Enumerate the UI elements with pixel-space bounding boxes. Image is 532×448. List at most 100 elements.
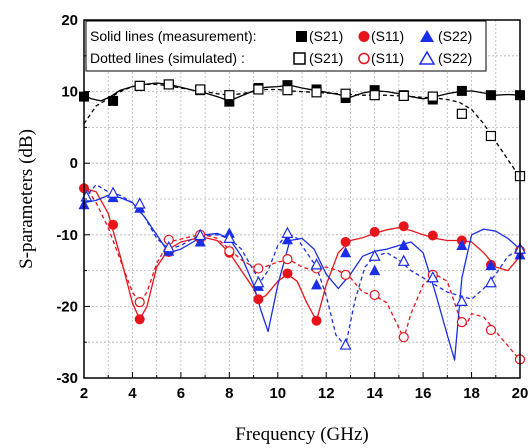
marker-s11_sim bbox=[340, 269, 351, 280]
marker-s21_sim bbox=[427, 91, 438, 102]
legend-s22-meas-label: (S22) bbox=[438, 28, 472, 44]
marker-s22_sim bbox=[223, 231, 236, 243]
y-tick-label: -20 bbox=[56, 298, 78, 315]
marker-s11_meas bbox=[369, 226, 380, 237]
legend: Solid lines (measurement): (S21) (S11) (… bbox=[85, 20, 487, 72]
marker-s22_sim bbox=[133, 197, 146, 209]
y-axis-title: S-parameters (dB) bbox=[16, 129, 37, 269]
marker-s22_sim bbox=[194, 228, 207, 241]
marker-s22_meas bbox=[194, 235, 206, 247]
marker-s11_meas bbox=[282, 268, 293, 279]
y-tick-label: -30 bbox=[56, 370, 78, 387]
marker-s22_sim bbox=[310, 258, 323, 270]
marker-s22_meas bbox=[369, 264, 381, 276]
marker-s21_meas bbox=[485, 90, 496, 101]
marker-s11_meas bbox=[427, 230, 438, 241]
series-line-s11_meas bbox=[83, 187, 521, 322]
marker-s21_sim bbox=[398, 90, 409, 101]
marker-s21_sim bbox=[369, 90, 380, 101]
series-line-s11_sim bbox=[83, 184, 521, 361]
series-line-s22_sim bbox=[83, 184, 521, 347]
x-tick-label: 10 bbox=[269, 385, 286, 402]
marker-s11_meas bbox=[340, 236, 351, 247]
marker-s21_sim bbox=[311, 87, 322, 98]
legend-row1-label: Solid lines (measurement): bbox=[90, 28, 257, 44]
y-tick-label: 0 bbox=[70, 155, 78, 172]
tick-labels: 2 4 6 8 10 12 14 16 18 20 -30 -20 -10 0 10 20 bbox=[56, 12, 528, 402]
legend-row2-label: Dotted lines (simulated) : bbox=[90, 50, 245, 66]
legend-s11-sim-label: (S11) bbox=[371, 50, 404, 66]
marker-s11_sim bbox=[485, 324, 497, 336]
marker-s21_sim bbox=[224, 90, 235, 101]
legend-s21-meas-label: (S21) bbox=[309, 28, 343, 44]
marker-s11_meas bbox=[253, 294, 264, 305]
marker-s21_sim bbox=[485, 130, 497, 142]
x-tick-label: 4 bbox=[128, 385, 137, 402]
legend-s11-meas-marker bbox=[358, 31, 370, 42]
marker-s11_sim bbox=[369, 289, 380, 301]
marker-s22_meas bbox=[485, 259, 497, 271]
marker-s11_sim bbox=[253, 263, 264, 274]
legend-s21-sim-label: (S21) bbox=[309, 50, 343, 66]
legend-s11-sim-marker bbox=[358, 52, 370, 65]
marker-s21_sim bbox=[340, 88, 351, 99]
marker-s22_sim bbox=[162, 240, 175, 253]
x-tick-label: 16 bbox=[415, 385, 432, 402]
marker-s22_sim bbox=[107, 186, 120, 198]
marker-s21_sim bbox=[134, 80, 145, 91]
marker-s21_meas bbox=[108, 95, 119, 106]
marker-s11_sim bbox=[398, 332, 409, 343]
marker-s22_sim bbox=[397, 254, 410, 266]
x-tick-label: 6 bbox=[177, 385, 185, 402]
x-axis-title: Frequency (GHz) bbox=[235, 424, 368, 445]
marker-s22_meas bbox=[340, 246, 352, 258]
legend-s22-sim-label: (S22) bbox=[438, 50, 472, 66]
series-line-s22_meas bbox=[83, 194, 521, 361]
marker-s11_meas bbox=[398, 221, 409, 232]
marker-s22_sim bbox=[281, 226, 294, 238]
marker-s21_sim bbox=[195, 84, 206, 95]
marker-s21_sim bbox=[456, 108, 467, 119]
marker-s11_sim bbox=[134, 297, 145, 308]
y-tick-label: 10 bbox=[61, 84, 78, 101]
marker-s21_sim bbox=[282, 85, 293, 96]
series-lines bbox=[83, 82, 521, 361]
x-tick-label: 8 bbox=[225, 385, 233, 402]
marker-s21_meas bbox=[456, 85, 467, 96]
marker-s22_sim bbox=[339, 338, 352, 350]
series-line-s21_sim bbox=[83, 83, 521, 178]
marker-s21_sim bbox=[253, 84, 264, 95]
x-tick-label: 18 bbox=[463, 385, 480, 402]
marker-s11_sim bbox=[282, 254, 293, 265]
legend-s22-sim-marker bbox=[418, 50, 436, 65]
marker-s21_sim bbox=[163, 79, 174, 90]
x-tick-label: 14 bbox=[366, 385, 383, 402]
axis-ticks bbox=[83, 19, 521, 379]
marker-s22_meas bbox=[281, 233, 293, 245]
legend-s22-meas-marker bbox=[420, 30, 434, 42]
marker-s22_sim bbox=[484, 275, 497, 288]
marker-s22_meas bbox=[456, 239, 468, 251]
marker-s22_meas bbox=[398, 239, 410, 251]
x-tick-label: 12 bbox=[318, 385, 335, 402]
legend-s11-meas-label: (S11) bbox=[371, 28, 404, 44]
marker-s22_sim bbox=[426, 270, 439, 283]
x-tick-label: 20 bbox=[512, 385, 529, 402]
grid-lines bbox=[83, 19, 521, 379]
marker-s22_sim bbox=[455, 294, 468, 306]
marker-s11_sim bbox=[456, 317, 467, 328]
marker-s22_sim bbox=[252, 275, 265, 288]
y-tick-label: -10 bbox=[56, 227, 78, 244]
x-tick-label: 2 bbox=[80, 385, 88, 402]
marker-s11_meas bbox=[134, 314, 145, 325]
legend-s21-meas-marker bbox=[296, 31, 307, 42]
marker-s21_meas bbox=[224, 96, 235, 107]
legend-s21-sim-marker bbox=[293, 52, 306, 65]
legend-box bbox=[85, 20, 487, 72]
marker-s11_meas bbox=[108, 219, 119, 230]
marker-s22_sim bbox=[368, 249, 381, 261]
y-tick-label: 20 bbox=[61, 12, 78, 29]
marker-s11_sim bbox=[224, 246, 235, 257]
marker-s11_meas bbox=[311, 315, 322, 326]
